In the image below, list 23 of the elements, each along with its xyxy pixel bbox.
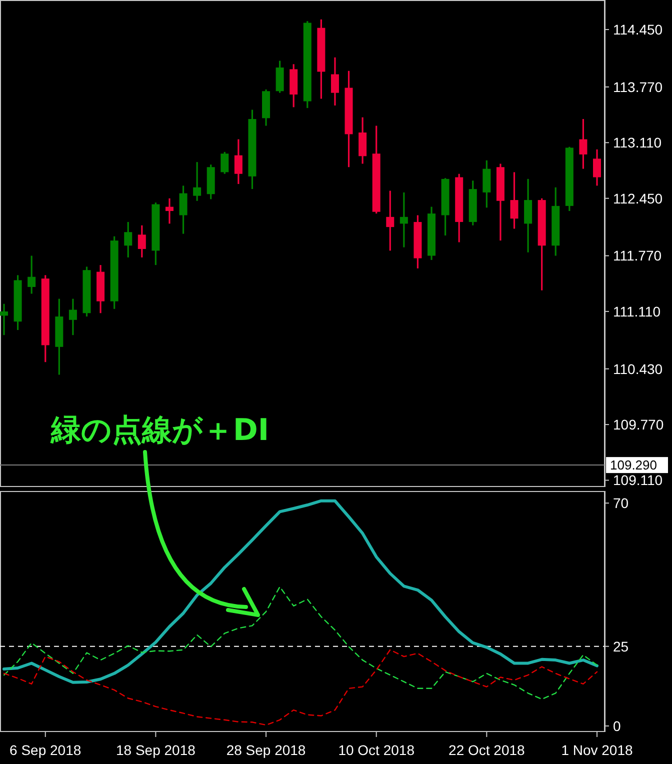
annotation: 緑の点線が＋DI bbox=[50, 413, 270, 448]
y-tick-label: 114.450 bbox=[613, 22, 663, 38]
line-series bbox=[3, 586, 598, 700]
y-tick-label: 25 bbox=[613, 638, 629, 654]
x-tick-label: 18 Sep 2018 bbox=[116, 742, 196, 758]
y-tick-label: 0 bbox=[613, 718, 621, 734]
x-tick-label: 6 Sep 2018 bbox=[10, 742, 82, 758]
y-tick-label: 109.770 bbox=[613, 416, 664, 433]
y-tick-label: 113.770 bbox=[613, 78, 663, 95]
y-tick-label: 112.450 bbox=[613, 190, 663, 206]
x-tick-label: 22 Oct 2018 bbox=[448, 742, 526, 758]
y-tick-label: 111.110 bbox=[613, 303, 661, 320]
y-tick-label: 110.430 bbox=[613, 360, 663, 377]
y-tick-label: 113.110 bbox=[613, 134, 662, 151]
line-series bbox=[3, 649, 598, 726]
x-tick-label: 28 Sep 2018 bbox=[226, 742, 306, 758]
ref-line-label: 109.290 bbox=[610, 458, 657, 473]
y-tick-label: 111.770 bbox=[613, 248, 662, 264]
x-tick-label: 10 Oct 2018 bbox=[338, 742, 415, 758]
y-tick-label: 109.110 bbox=[613, 472, 663, 488]
line-series bbox=[2, 499, 598, 684]
x-tick-label: 1 Nov 2018 bbox=[561, 742, 634, 758]
y-tick-label: 70 bbox=[613, 495, 629, 512]
